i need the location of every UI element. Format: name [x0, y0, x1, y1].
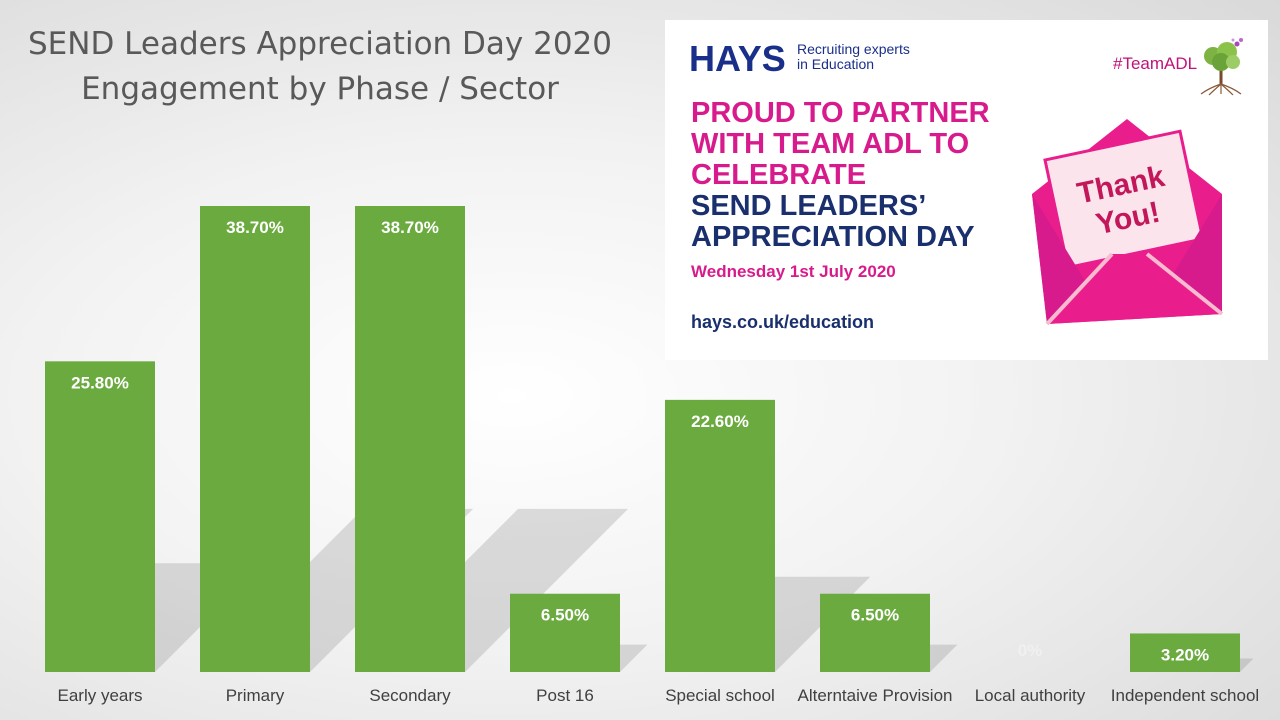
hays-advert-panel: HAYS Recruiting experts in Education #Te…	[665, 20, 1268, 360]
headline-line-5: APPRECIATION DAY	[691, 221, 975, 253]
bar-post-16	[510, 593, 620, 672]
data-label: 22.60%	[691, 412, 749, 431]
headline-line-3: CELEBRATE	[691, 159, 867, 191]
category-label: Post 16	[536, 686, 594, 705]
bar-special-school	[665, 399, 775, 672]
chart-title-line-1: SEND Leaders Appreciation Day 2020	[27, 26, 613, 62]
bar-secondary	[355, 206, 465, 672]
data-label: 38.70%	[381, 218, 439, 237]
headline-line-4: SEND LEADERS’	[691, 190, 927, 222]
category-label: Independent school	[1111, 686, 1259, 705]
hays-url: hays.co.uk/education	[691, 312, 875, 332]
hays-tagline-line-2: in Education	[797, 56, 875, 72]
category-label: Primary	[226, 686, 285, 705]
data-label: 6.50%	[541, 606, 589, 625]
bar-primary	[200, 206, 310, 672]
category-label: Secondary	[369, 686, 451, 705]
headline-line-1: PROUD TO PARTNER	[691, 97, 990, 129]
advert-headline: PROUD TO PARTNER WITH TEAM ADL TO CELEBR…	[691, 98, 990, 253]
bar-early-years	[45, 361, 155, 672]
data-label: 0%	[1018, 641, 1043, 660]
headline-line-2: WITH TEAM ADL TO	[691, 128, 970, 160]
data-label: 6.50%	[851, 606, 899, 625]
hays-tagline: Recruiting experts in Education	[797, 42, 910, 72]
chart-title: SEND Leaders Appreciation Day 2020 Engag…	[0, 22, 640, 112]
bar-independent-school	[1130, 633, 1240, 672]
data-label: 25.80%	[71, 373, 129, 392]
category-label: Local authority	[975, 686, 1086, 705]
hays-tagline-line-1: Recruiting experts	[797, 41, 910, 57]
hays-logo: HAYS	[689, 38, 786, 79]
data-label: 3.20%	[1161, 645, 1209, 664]
bar-alterntaive-provision	[820, 593, 930, 672]
data-label: 38.70%	[226, 218, 284, 237]
tree-logo-icon	[1200, 38, 1243, 96]
team-adl-hashtag: #TeamADL	[1113, 54, 1198, 73]
category-label: Alterntaive Provision	[798, 686, 953, 705]
category-label: Early years	[57, 686, 142, 705]
event-date: Wednesday 1st July 2020	[691, 262, 896, 281]
category-label: Special school	[665, 686, 775, 705]
chart-title-line-2: Engagement by Phase / Sector	[81, 71, 559, 107]
envelope-thank-you-icon: Thank You!	[1032, 119, 1224, 326]
